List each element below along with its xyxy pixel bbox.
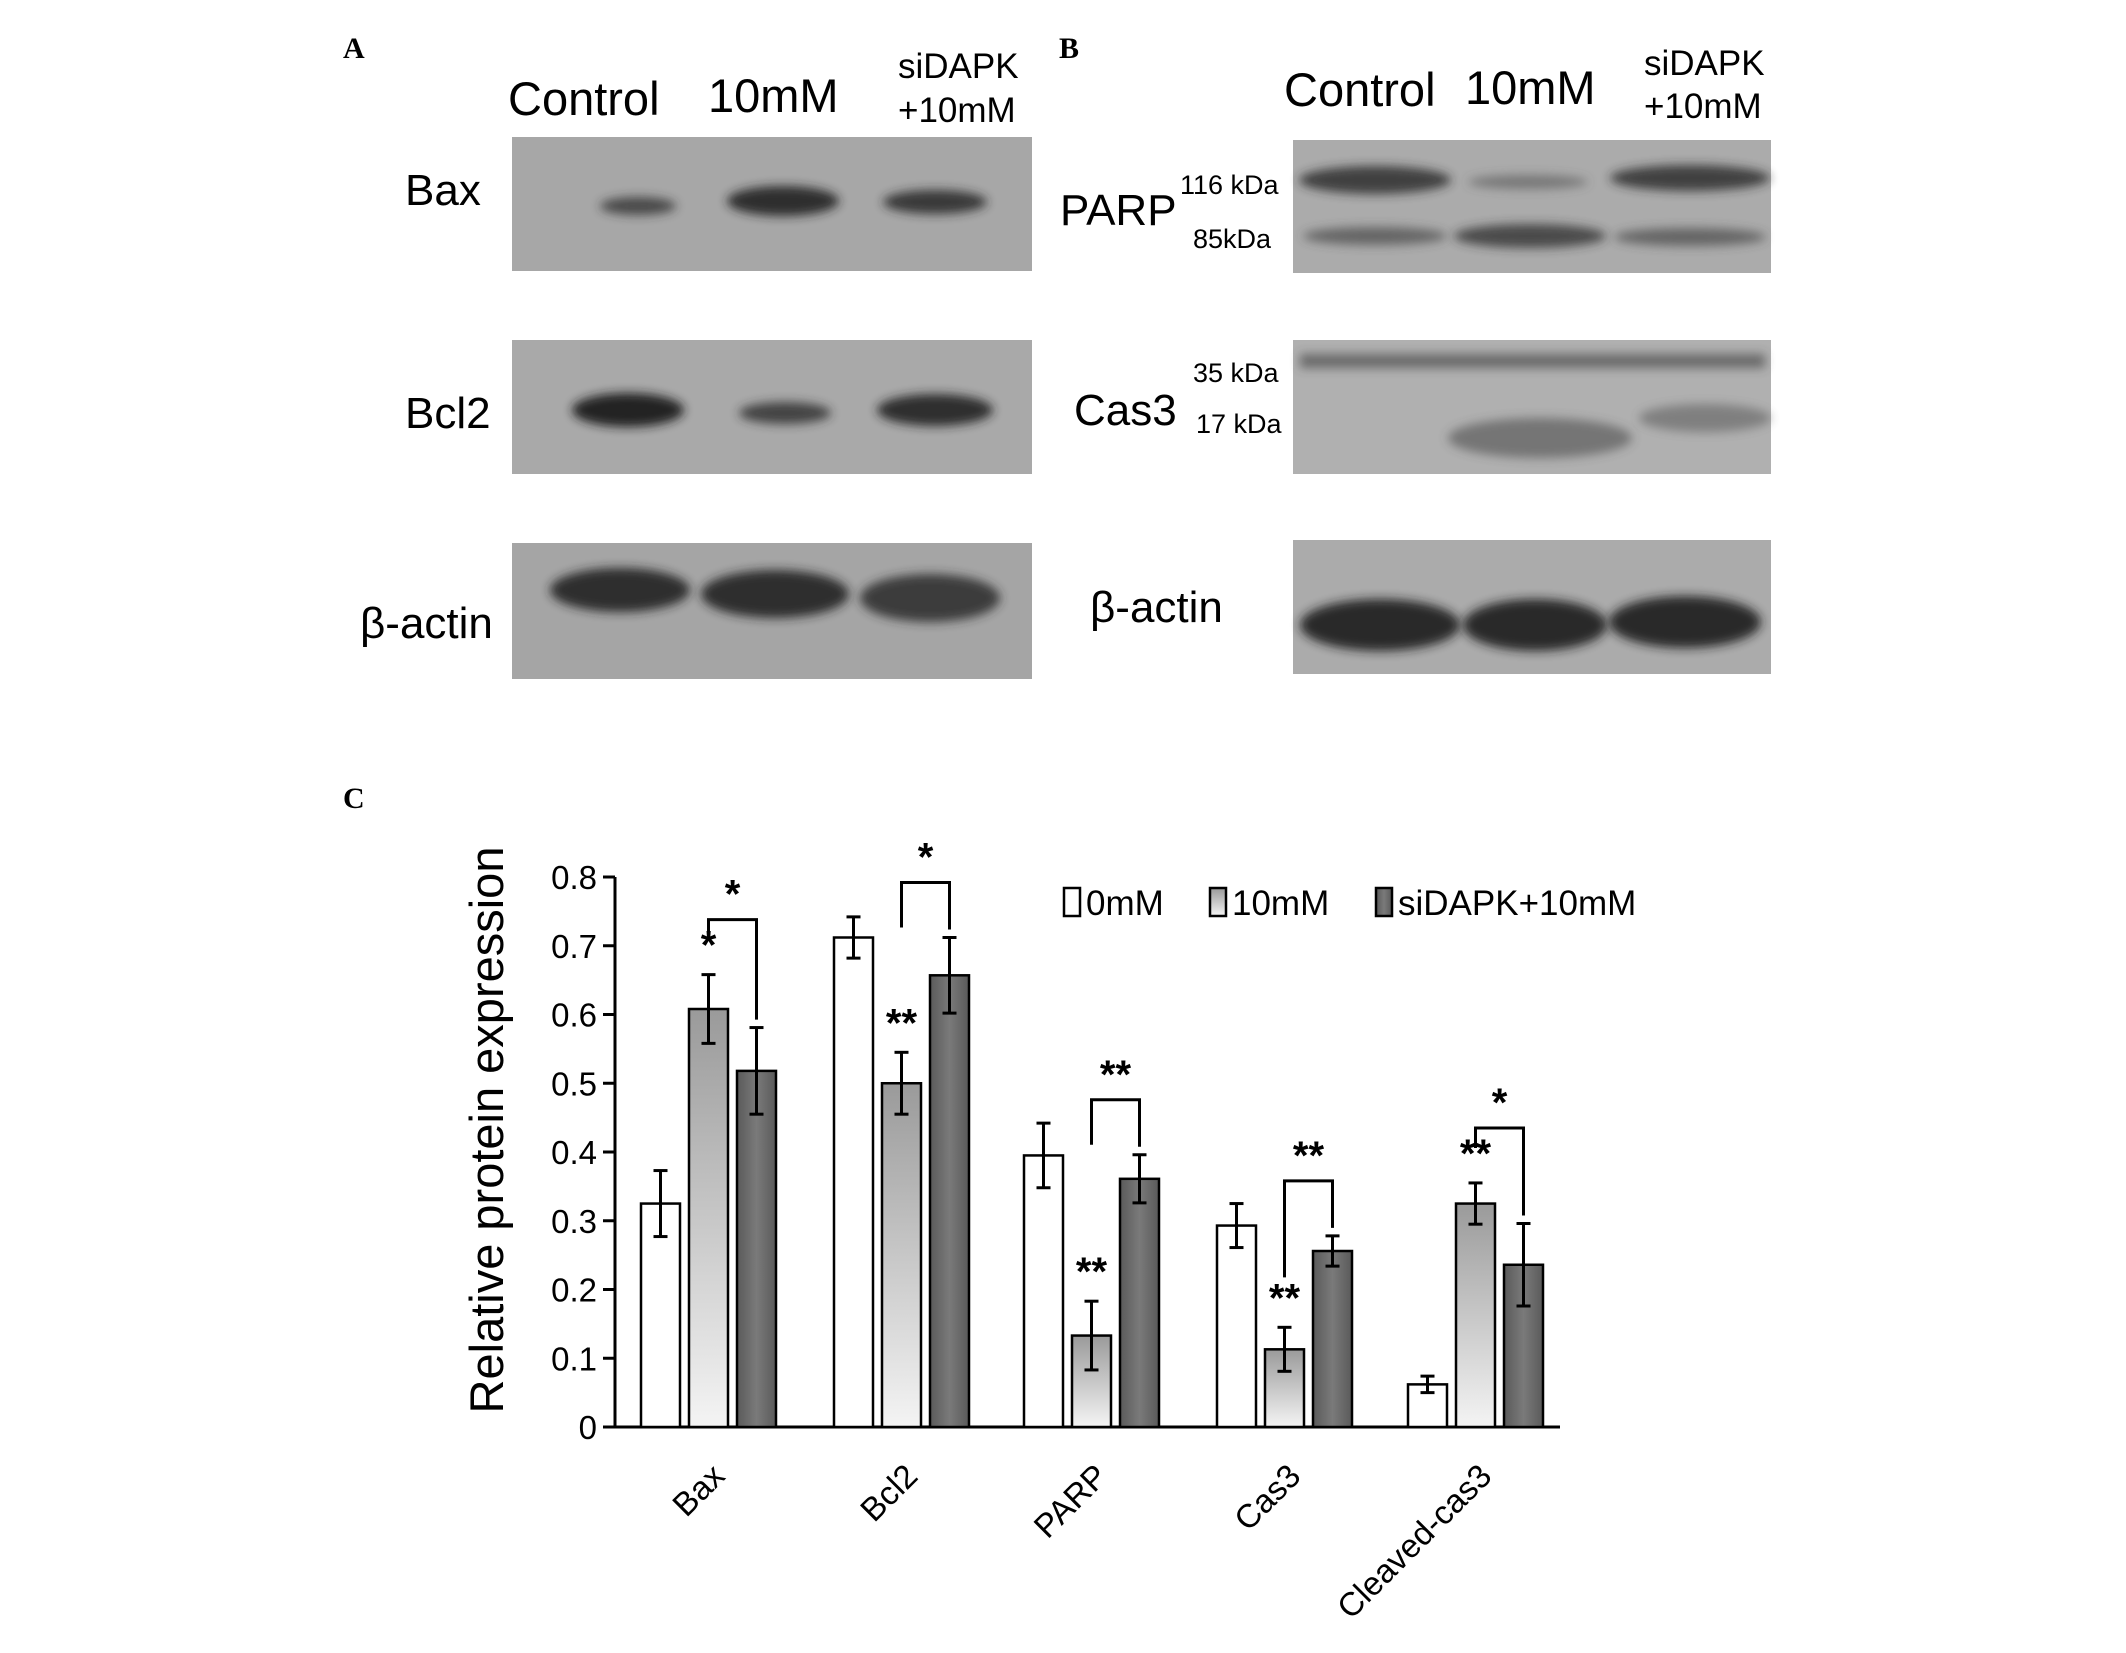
legend-swatch [1062,886,1082,918]
category-label: Cas3 [1227,1457,1308,1538]
bar-10mM [687,1007,730,1429]
y-tick-label: 0.2 [551,1272,597,1309]
bar-siDAPK+10mM [1311,1249,1354,1429]
band-bax-control [600,197,676,215]
legend-label: siDAPK+10mM [1398,884,1636,923]
blot-parp [1293,140,1771,273]
bar-siDAPK+10mM [928,974,971,1429]
band-bactin-b-control [1300,599,1460,651]
panel-a-lane-sidapk: siDAPK [898,47,1019,86]
panel-a: A Control 10mM siDAPK +10mM Bax Bcl2 β-a… [343,32,1032,679]
band-cas3-35 [1300,354,1765,368]
band-parp-85-sidapk [1614,228,1766,246]
y-tick-label: 0.8 [551,859,597,896]
kda-cas3-17: 17 kDa [1196,409,1283,439]
significance-mark: ** [1269,1276,1301,1320]
band-parp-85-10mm [1454,224,1606,248]
panel-a-lane-control: Control [508,72,660,125]
bar-0mM [1022,1154,1065,1429]
band-bcl2-10mm [739,402,831,424]
kda-parp-85: 85kDa [1193,224,1272,254]
bar-0mM [1215,1224,1258,1429]
band-bcl2-sidapk [877,394,993,426]
panel-b-lane-sidapk: siDAPK [1644,44,1765,83]
band-bcl2-control [572,393,684,427]
band-bactin-a-control [550,568,690,612]
panel-b-lane-10mm: 10mM [1465,61,1596,114]
band-bactin-a-sidapk [860,574,1000,622]
band-bactin-b-sidapk [1609,596,1761,648]
blot-label-parp: PARP [1060,186,1177,235]
blot-label-cas3: Cas3 [1074,386,1177,435]
significance-bracket-label: * [725,873,741,917]
bar-10mM [1454,1202,1497,1429]
band-bactin-b-10mm [1463,599,1607,651]
y-tick-label: 0.3 [551,1203,597,1240]
legend-label: 0mM [1086,884,1164,923]
band-parp-116-10mm [1468,175,1588,189]
panel-a-letter: A [343,32,365,65]
band-bactin-a-10mm [701,570,849,618]
panel-a-lane-10mm: 10mM [708,69,839,122]
bar-0mM [639,1202,682,1429]
bar-siDAPK+10mM [735,1069,778,1429]
band-bax-sidapk [883,190,987,214]
bar-siDAPK+10mM [1118,1177,1161,1429]
bar-0mM [832,936,875,1429]
significance-mark: * [701,924,717,968]
significance-bracket [1283,1179,1334,1278]
significance-bracket-label: * [1492,1081,1508,1125]
significance-bracket [707,918,758,1020]
band-bax-10mm [727,186,839,216]
band-cas3-17-sidapk [1639,404,1771,432]
significance-mark: ** [886,1001,918,1045]
panel-b-letter: B [1059,32,1079,65]
significance-mark: ** [1076,1250,1108,1294]
significance-bracket [900,881,951,930]
bar-10mM [880,1082,923,1429]
panel-c-letter: C [343,782,365,815]
significance-bracket-label: * [918,836,934,880]
significance-bracket-label: ** [1293,1134,1325,1178]
panel-b: B Control 10mM siDAPK +10mM PARP 116 kDa… [1059,32,1771,674]
y-tick-label: 0.4 [551,1134,597,1171]
blot-label-bax: Bax [405,166,481,215]
band-parp-116-control [1299,166,1451,194]
category-label: PARP [1026,1457,1114,1545]
panel-a-lane-plus10mm: +10mM [898,91,1016,130]
category-label: Bcl2 [853,1457,925,1529]
kda-parp-116: 116 kDa [1180,170,1280,200]
y-tick-label: 0.1 [551,1340,597,1377]
category-label: Cleaved-cas3 [1330,1457,1499,1626]
panel-b-lane-control: Control [1284,63,1436,116]
category-label: Bax [665,1456,732,1523]
y-tick-label: 0.7 [551,928,597,965]
blot-label-bcl2: Bcl2 [405,389,491,438]
y-tick-label: 0.5 [551,1065,597,1102]
band-parp-85-control [1303,227,1447,245]
band-cas3-17-10mm [1448,418,1632,458]
legend-label: 10mM [1232,884,1329,923]
panel-b-lane-plus10mm: +10mM [1644,87,1762,126]
y-tick-label: 0.6 [551,997,597,1034]
significance-bracket [1090,1098,1141,1147]
band-parp-116-sidapk [1610,165,1770,191]
kda-cas3-35: 35 kDa [1193,358,1280,388]
y-tick-label: 0 [579,1409,597,1446]
significance-bracket-label: ** [1100,1053,1132,1097]
y-axis-title: Relative protein expression [460,847,513,1414]
legend-swatch [1208,886,1228,918]
significance-bracket [1474,1126,1525,1216]
blot-label-bactin-b: β-actin [1090,583,1223,632]
bar-chart: 0 0.1 0.2 0.3 0.4 0.5 0.6 0.7 0.8 Bax Bcl2 PARP Cas3… [551,836,1636,1626]
bar-10mM [1263,1348,1306,1429]
legend-swatch [1374,886,1394,918]
panel-c: C Relative protein expression 0 0.1 0.2 0.3… [343,782,1636,1626]
blot-label-bactin-a: β-actin [360,599,493,648]
